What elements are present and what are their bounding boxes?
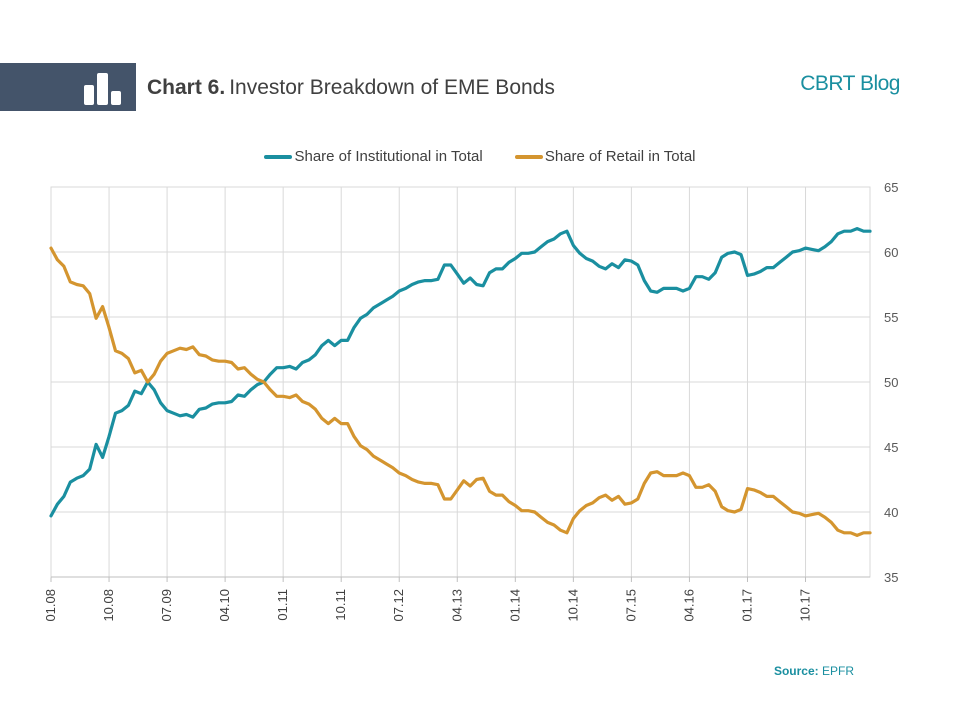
x-tick-label-7: 04.13 xyxy=(449,589,464,622)
bar-chart-icon-bar-2 xyxy=(97,73,108,105)
x-tick-label-3: 04.10 xyxy=(217,589,232,622)
legend-item-retail: Share of Retail in Total xyxy=(514,148,696,165)
legend-swatch-retail xyxy=(514,155,543,160)
legend-label-retail: Share of Retail in Total xyxy=(544,148,696,165)
y-tick-label-50: 50 xyxy=(884,375,898,390)
brand-logo-text: CBRT Blog xyxy=(800,72,900,95)
y-tick-label-35: 35 xyxy=(884,570,898,585)
x-tick-label-4: 01.11 xyxy=(275,589,290,621)
legend-label-institutional: Share of Institutional in Total xyxy=(294,148,483,165)
x-tick-label-11: 04.16 xyxy=(681,589,696,622)
source-label: Source: xyxy=(773,664,819,678)
x-tick-label-1: 10.08 xyxy=(101,589,116,622)
x-tick-label-6: 07.12 xyxy=(391,589,406,622)
y-tick-label-65: 65 xyxy=(884,180,898,195)
legend-item-institutional: Share of Institutional in Total xyxy=(264,148,483,165)
x-tick-label-10: 07.15 xyxy=(623,589,638,622)
x-tick-label-12: 01.17 xyxy=(739,589,754,622)
x-tick-label-5: 10.11 xyxy=(333,589,348,621)
y-tick-label-55: 55 xyxy=(884,310,898,325)
source-note: Source: EPFR xyxy=(774,664,854,678)
series-line-retail xyxy=(49,246,872,538)
series-line-institutional xyxy=(49,227,872,518)
source-value: EPFR xyxy=(821,664,854,678)
bar-chart-icon xyxy=(84,73,121,105)
x-tick-label-0: 01.08 xyxy=(43,589,58,622)
x-tick-label-2: 07.09 xyxy=(159,589,174,622)
x-tick-label-9: 10.14 xyxy=(565,589,580,622)
x-tick-label-13: 10.17 xyxy=(798,589,813,622)
legend: Share of Institutional in Total Share of… xyxy=(0,148,960,165)
header-band xyxy=(0,63,136,111)
y-tick-label-45: 45 xyxy=(884,440,898,455)
y-tick-label-60: 60 xyxy=(884,245,898,260)
chart-title-lead: Chart 6. xyxy=(147,76,226,99)
chart-title: Chart 6. Investor Breakdown of EME Bonds xyxy=(147,76,555,100)
legend-swatch-institutional xyxy=(264,155,293,160)
x-tick-label-8: 01.14 xyxy=(507,589,522,622)
y-tick-label-40: 40 xyxy=(884,505,898,520)
bar-chart-icon-bar-3 xyxy=(111,91,121,105)
bar-chart-icon-bar-1 xyxy=(84,85,94,105)
chart-title-text: Investor Breakdown of EME Bonds xyxy=(229,76,555,99)
